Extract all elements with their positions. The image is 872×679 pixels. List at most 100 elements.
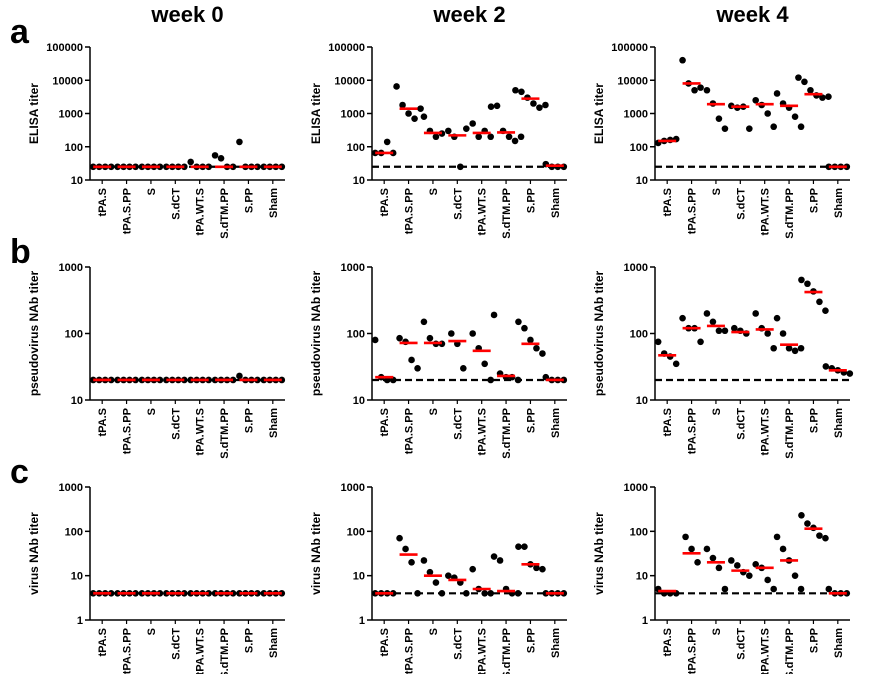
- y-axis-label: ELISA titer: [309, 83, 323, 144]
- data-point: [721, 327, 729, 335]
- y-tick-label: 100: [347, 526, 365, 538]
- x-tick-label: tPA.S: [97, 188, 109, 217]
- data-point: [399, 101, 406, 109]
- data-point: [521, 324, 528, 332]
- data-point: [187, 158, 194, 166]
- data-point: [463, 590, 470, 597]
- x-tick-label: S.dTM.PP: [219, 408, 231, 459]
- x-tick-label: S.PP: [525, 408, 537, 433]
- y-tick-label: 10: [71, 395, 83, 407]
- data-point: [411, 115, 418, 122]
- data-point: [715, 564, 723, 572]
- data-point: [703, 545, 711, 553]
- data-point: [475, 133, 482, 141]
- data-point: [539, 565, 546, 573]
- y-tick-label: 10: [71, 175, 83, 187]
- y-tick-label: 100000: [328, 42, 365, 54]
- y-tick-label: 100: [65, 142, 83, 154]
- data-point: [496, 557, 504, 564]
- panel-label: c: [10, 453, 29, 491]
- x-tick-label: tPA.WT.S: [760, 188, 772, 235]
- y-tick-label: 10: [353, 571, 365, 583]
- x-tick-label: tPA.WT.S: [477, 628, 489, 674]
- data-point: [822, 363, 830, 370]
- data-point: [728, 557, 735, 564]
- y-tick-label: 10: [353, 395, 365, 407]
- data-point: [746, 125, 753, 132]
- data-point: [487, 590, 494, 597]
- data-point: [505, 133, 513, 141]
- data-point: [797, 344, 805, 352]
- x-tick-label: Sham: [268, 408, 280, 438]
- x-tick-label: S.dCT: [735, 628, 747, 660]
- data-point: [515, 318, 522, 326]
- data-point: [517, 133, 525, 141]
- data-point: [469, 565, 476, 573]
- panel-label: b: [10, 233, 31, 271]
- data-point: [779, 545, 787, 553]
- x-tick-label: S.dTM.PP: [784, 188, 796, 239]
- y-tick-label: 10: [353, 175, 365, 187]
- x-tick-label: S.PP: [808, 188, 820, 213]
- y-axis-label: virus NAb titer: [592, 512, 606, 595]
- x-tick-label: S.dTM.PP: [219, 188, 231, 239]
- y-tick-label: 100: [65, 526, 83, 538]
- y-tick-label: 100: [65, 329, 83, 341]
- x-tick-label: tPA.S.PP: [404, 628, 416, 674]
- y-tick-label: 10000: [334, 75, 365, 87]
- data-point: [514, 590, 522, 597]
- x-tick-label: S.PP: [808, 628, 820, 653]
- y-tick-label: 1000: [624, 262, 648, 274]
- x-tick-label: tPA.S: [662, 628, 674, 657]
- x-tick-label: S.dTM.PP: [784, 628, 796, 674]
- data-point: [469, 120, 476, 127]
- data-point: [469, 330, 476, 337]
- x-tick-label: S.dTM.PP: [501, 408, 513, 459]
- data-point: [533, 344, 540, 352]
- data-point: [408, 356, 415, 364]
- data-point: [825, 93, 832, 101]
- data-point: [691, 86, 698, 94]
- y-tick-label: 100: [347, 329, 365, 341]
- data-point: [493, 102, 501, 110]
- data-point: [490, 311, 498, 319]
- x-tick-label: S: [146, 628, 158, 635]
- data-point: [487, 133, 494, 141]
- data-point: [432, 133, 440, 141]
- data-point: [371, 336, 379, 344]
- data-point: [819, 94, 826, 101]
- data-point: [460, 364, 467, 372]
- data-point: [801, 78, 808, 86]
- panel-label: a: [10, 13, 30, 51]
- y-axis-label: pseudovirus NAb titer: [27, 271, 41, 397]
- data-point: [533, 564, 540, 572]
- data-point: [420, 318, 428, 326]
- x-tick-label: S: [711, 188, 723, 195]
- data-point: [682, 533, 689, 541]
- data-point: [236, 372, 243, 380]
- x-tick-label: tPA.S.PP: [404, 408, 416, 454]
- data-point: [721, 125, 729, 132]
- data-point: [697, 84, 704, 91]
- data-point: [481, 590, 488, 597]
- data-point: [426, 568, 434, 576]
- y-tick-label: 1000: [624, 109, 648, 121]
- data-point: [791, 347, 799, 355]
- data-point: [438, 590, 446, 597]
- data-point: [396, 534, 403, 542]
- y-tick-label: 100: [630, 329, 648, 341]
- data-point: [715, 115, 723, 122]
- data-point: [512, 86, 519, 94]
- data-point: [672, 360, 680, 368]
- data-point: [217, 154, 225, 162]
- data-point: [703, 86, 711, 94]
- x-tick-label: tPA.S.PP: [687, 408, 699, 454]
- data-point: [764, 110, 771, 117]
- data-point: [816, 298, 823, 306]
- data-point: [779, 330, 787, 337]
- data-point: [539, 350, 546, 357]
- x-tick-label: S.dCT: [170, 408, 182, 440]
- data-point: [752, 310, 759, 317]
- data-point: [797, 123, 805, 131]
